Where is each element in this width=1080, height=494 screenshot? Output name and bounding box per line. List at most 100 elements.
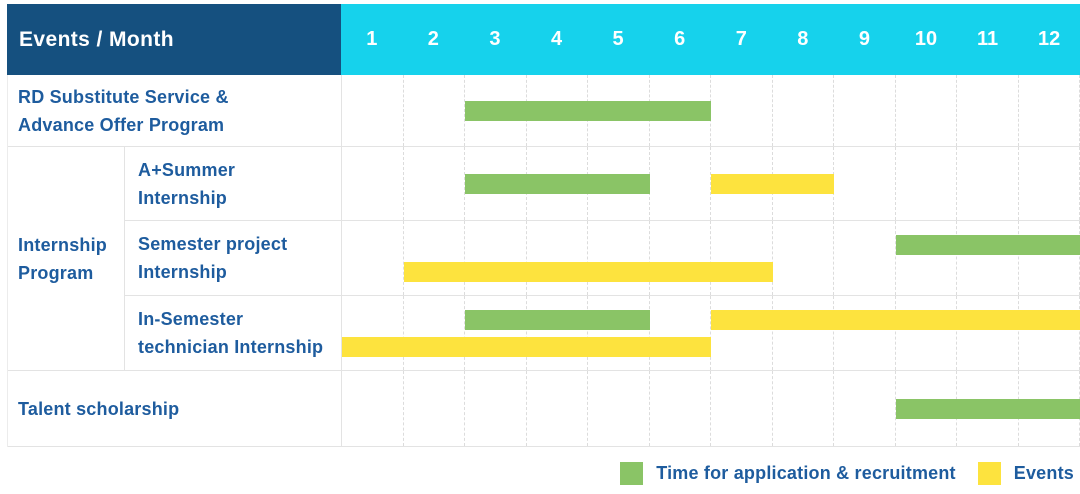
header-row: Events / Month 1 2 3 4 5 6 7 8 9 10 11 12: [7, 4, 1080, 75]
month-grid-cell: [650, 221, 711, 295]
row-label: A+Summer Internship: [125, 147, 342, 220]
month-grid-cell: [957, 147, 1019, 220]
month-grid-cell: [465, 221, 527, 295]
row-talent-scholarship: Talent scholarship: [8, 371, 1080, 447]
month-header-cell: 10: [914, 28, 938, 50]
month-grid-cell: [896, 221, 957, 295]
month-grid-cell: [1019, 221, 1080, 295]
month-grid-cell: [834, 371, 896, 446]
month-grid-cell: [834, 296, 896, 370]
month-header-cell: 5: [612, 28, 624, 50]
month-header-cell: 4: [550, 28, 563, 50]
month-grid-cell: [404, 221, 465, 295]
month-grid-cell: [588, 371, 650, 446]
row-label-line: A+Summer: [138, 159, 236, 180]
month-header: 1 2 3 4 5 6 7 8 9 10 11 12: [341, 4, 1080, 75]
month-grid-cell: [1019, 75, 1080, 146]
month-grid-cell: [527, 371, 588, 446]
month-grid-cell: [588, 221, 650, 295]
row-semester-project: Semester project Internship: [125, 221, 1080, 296]
month-grid-cell: [404, 371, 465, 446]
timeline-rd-substitute: [342, 75, 1080, 146]
month-grid-cell: [773, 371, 834, 446]
application-legend-label: Time for application & recruitment: [656, 463, 956, 483]
month-header-cell: 9: [858, 28, 870, 50]
row-label: Semester project Internship: [125, 221, 342, 295]
month-grid-cell: [404, 147, 465, 220]
events-legend-label: Events: [1013, 463, 1074, 483]
month-grid-cell: [650, 371, 711, 446]
month-grid-cell: [957, 296, 1019, 370]
row-label-line: Semester project: [138, 234, 288, 254]
month-grid-cell: [834, 75, 896, 146]
timeline-talent-scholarship: [342, 371, 1080, 446]
month-grid-cell: [711, 296, 773, 370]
timeline-semester-project: [342, 221, 1080, 295]
event-bar: [711, 310, 1080, 330]
month-grid-cell: [773, 221, 834, 295]
month-grid-cell: [957, 75, 1019, 146]
timeline-in-semester-technician: [342, 296, 1080, 370]
month-grid-cell: [404, 296, 465, 370]
month-grid-cell: [711, 75, 773, 146]
month-grid-cell: [834, 147, 896, 220]
month-header-cell: 7: [735, 28, 747, 50]
month-header-cell: 1: [366, 28, 378, 50]
month-grid-cell: [342, 221, 404, 295]
month-grid-cell: [342, 296, 404, 370]
row-label: RD Substitute Service & Advance Offer Pr…: [8, 75, 342, 146]
month-grid-cell: [527, 296, 588, 370]
month-header-cell: 2: [427, 28, 439, 50]
month-grid-cell: [957, 221, 1019, 295]
application-bar: [465, 173, 650, 194]
group-label-line: Program: [18, 262, 94, 283]
month-header-cell: 8: [797, 28, 809, 50]
application-bar: [895, 398, 1080, 419]
row-rd-substitute: RD Substitute Service & Advance Offer Pr…: [8, 75, 1080, 147]
row-label-line: RD Substitute Service &: [18, 86, 229, 107]
timeline-a-plus-summer: [342, 147, 1080, 220]
month-grid-cell: [342, 147, 404, 220]
row-label: Talent scholarship: [8, 371, 342, 446]
month-grid-cell: [711, 371, 773, 446]
event-bar: [711, 173, 834, 194]
application-legend-swatch: [620, 462, 644, 485]
row-label-line: Internship: [138, 262, 228, 282]
month-grid-cell: [773, 296, 834, 370]
month-grid-cell: [650, 296, 711, 370]
month-grid-cell: [896, 296, 957, 370]
month-grid-cell: [1019, 296, 1080, 370]
group-label-line: Internship: [18, 234, 108, 255]
row-a-plus-summer: A+Summer Internship: [125, 147, 1080, 221]
month-grid-cell: [342, 75, 404, 146]
month-grid-cell: [773, 75, 834, 146]
legend: Time for application & recruitment Event…: [620, 462, 1074, 485]
month-grid-cell: [650, 147, 711, 220]
events-month-header: Events / Month: [7, 4, 341, 75]
application-bar: [465, 100, 711, 121]
month-grid-cell: [527, 221, 588, 295]
row-label: In-Semester technician Internship: [125, 296, 342, 370]
month-grid-cell: [588, 296, 650, 370]
event-bar: [342, 337, 711, 357]
row-label-line: technician Internship: [138, 337, 324, 357]
group-label: Internship Program: [8, 147, 125, 370]
application-bar: [465, 310, 650, 330]
month-header-cell: 12: [1038, 28, 1061, 50]
schedule-table: Events / Month 1 2 3 4 5 6 7 8 9 10 11 12 RD Substi…: [7, 4, 1080, 447]
row-label-line: Internship: [138, 187, 228, 208]
month-grid-cell: [834, 221, 896, 295]
month-header-cell: 11: [976, 28, 999, 50]
month-header-cell: 6: [674, 28, 686, 50]
group-internship-program: Internship Program A+Summer Internship S…: [8, 147, 1080, 371]
month-grid-cell: [342, 371, 404, 446]
month-grid-cell: [896, 75, 957, 146]
month-grid-cell: [465, 371, 527, 446]
row-label-line: In-Semester: [138, 309, 244, 329]
table-body: RD Substitute Service & Advance Offer Pr…: [7, 75, 1080, 447]
row-label-line: Talent scholarship: [18, 398, 180, 419]
month-grid-cell: [711, 221, 773, 295]
row-in-semester-technician: In-Semester technician Internship: [125, 296, 1080, 370]
month-grid-cell: [404, 75, 465, 146]
